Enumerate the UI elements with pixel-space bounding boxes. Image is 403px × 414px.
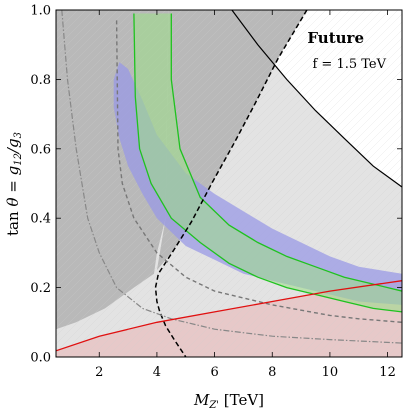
x-tick-label: 12: [379, 365, 396, 380]
green-band: [133, 13, 402, 312]
x-tick-label: 2: [95, 365, 103, 380]
y-tick-label: 0.4: [30, 212, 51, 227]
y-axis-label: tan θ = g12/g3: [4, 132, 24, 236]
y-tick-label: 1.0: [30, 4, 51, 19]
x-tick-label: 10: [322, 365, 339, 380]
red-line: [56, 280, 402, 352]
black-solid-curve: [231, 10, 402, 188]
x-tick-label: 8: [268, 365, 276, 380]
gray-dashdot-curve: [61, 10, 402, 344]
plot-regions: [56, 10, 402, 357]
y-tick-label: 0.8: [30, 73, 51, 88]
annotation-subtitle: f = 1.5 TeV: [312, 57, 386, 72]
green-band-upper-line: [170, 13, 402, 292]
blue-band: [113, 62, 402, 305]
y-tick-label: 0.0: [30, 351, 51, 366]
annotation-title: Future: [307, 29, 364, 47]
x-axis-label: MZ' [TeV]: [193, 391, 264, 411]
y-axis: 0.0 0.2 0.4 0.6 0.8 1.0: [30, 4, 402, 366]
x-tick-label: 4: [153, 365, 161, 380]
y-tick-label: 0.2: [30, 281, 51, 296]
gray-dashed-curve: [115, 20, 402, 323]
green-band-lower-line: [133, 13, 402, 313]
x-axis: 2 4 6 8 10 12: [95, 10, 396, 380]
x-tick-label: 6: [210, 365, 218, 380]
plot-frame: [55, 9, 403, 358]
y-tick-label: 0.6: [30, 142, 51, 157]
